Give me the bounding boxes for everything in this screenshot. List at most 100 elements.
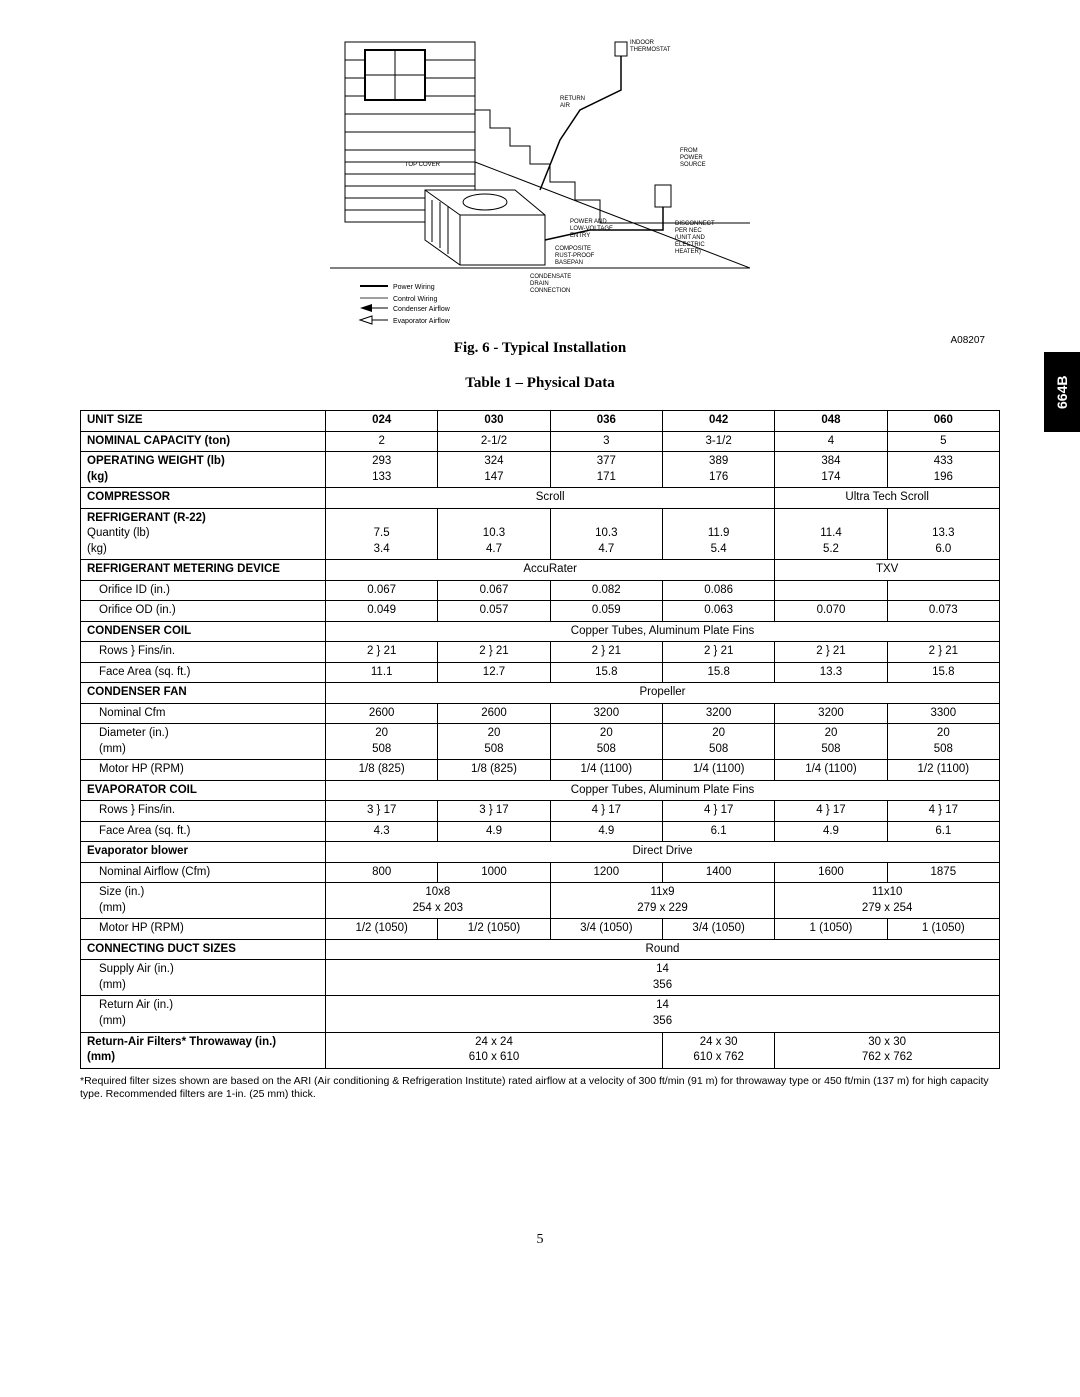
cell: 4 } 17 (662, 801, 774, 822)
cell: 1875 (887, 862, 999, 883)
table-row: UNIT SIZE024030036042048060 (81, 411, 1000, 432)
cell: 11.45.2 (775, 508, 887, 560)
cell: 4.9 (775, 821, 887, 842)
row-label: Return-Air Filters* Throwaway (in.)(mm) (81, 1032, 326, 1068)
cell: 036 (550, 411, 662, 432)
cell: 4.3 (326, 821, 438, 842)
table-row: Supply Air (in.)(mm)14356 (81, 960, 1000, 996)
row-label: Return Air (in.)(mm) (81, 996, 326, 1032)
diagram-svg: INDOOR THERMOSTAT RETURN AIR FROM POWER … (330, 30, 750, 330)
diagram-legend: Power Wiring Control Wiring Condenser Ai… (360, 284, 451, 325)
cell: 2 } 21 (887, 642, 999, 663)
cell: 1/2 (1100) (887, 760, 999, 781)
cell: 24 x 30610 x 762 (662, 1032, 774, 1068)
cell: Direct Drive (326, 842, 1000, 863)
cell: 20508 (775, 724, 887, 760)
row-label: Orifice OD (in.) (81, 601, 326, 622)
cell: 1 (1050) (887, 919, 999, 940)
cell: Propeller (326, 683, 1000, 704)
label-thermostat: INDOOR (630, 40, 655, 46)
table-row: Nominal Cfm260026003200320032003300 (81, 703, 1000, 724)
cell: 14356 (326, 960, 1000, 996)
cell: 389176 (662, 452, 774, 488)
cell: 14356 (326, 996, 1000, 1032)
figure-caption: Fig. 6 - Typical Installation (80, 340, 1000, 357)
table-row: REFRIGERANT METERING DEVICEAccuRaterTXV (81, 560, 1000, 581)
cell: 20508 (438, 724, 550, 760)
cell: 324147 (438, 452, 550, 488)
cell: 2 } 21 (550, 642, 662, 663)
table-row: Motor HP (RPM)1/8 (825)1/8 (825)1/4 (110… (81, 760, 1000, 781)
table-row: Return-Air Filters* Throwaway (in.)(mm) 2… (81, 1032, 1000, 1068)
cell: 2-1/2 (438, 431, 550, 452)
table-row: Diameter (in.)(mm)2050820508205082050820… (81, 724, 1000, 760)
svg-text:Evaporator Airflow: Evaporator Airflow (393, 318, 451, 325)
cell: 0.070 (775, 601, 887, 622)
installation-diagram: INDOOR THERMOSTAT RETURN AIR FROM POWER … (330, 30, 750, 330)
cell: 3 } 17 (438, 801, 550, 822)
svg-text:Condenser Airflow: Condenser Airflow (393, 306, 451, 313)
table-row: Return Air (in.)(mm)14356 (81, 996, 1000, 1032)
cell: 1/4 (1100) (662, 760, 774, 781)
cell: 20508 (326, 724, 438, 760)
cell: 11x9279 x 229 (550, 883, 775, 919)
row-label: Face Area (sq. ft.) (81, 662, 326, 683)
svg-text:ELECTRIC: ELECTRIC (675, 242, 705, 248)
cell: 11.1 (326, 662, 438, 683)
cell: 384174 (775, 452, 887, 488)
cell: 3-1/2 (662, 431, 774, 452)
cell: 2 } 21 (326, 642, 438, 663)
label-basepan: COMPOSITE (555, 246, 591, 252)
svg-text:HEATER): HEATER) (675, 249, 701, 255)
cell: 10x8254 x 203 (326, 883, 551, 919)
cell: 0.086 (662, 580, 774, 601)
row-label: CONNECTING DUCT SIZES (81, 939, 326, 960)
svg-text:BASEPAN: BASEPAN (555, 260, 583, 266)
cell: 3/4 (1050) (662, 919, 774, 940)
svg-text:Power Wiring: Power Wiring (393, 284, 435, 291)
cell: 3300 (887, 703, 999, 724)
page-number: 5 (80, 1232, 1000, 1248)
svg-text:POWER: POWER (680, 155, 703, 161)
cell: Ultra Tech Scroll (775, 488, 1000, 509)
cell: 10.34.7 (550, 508, 662, 560)
table-caption: Table 1 – Physical Data (80, 375, 1000, 392)
cell: 13.36.0 (887, 508, 999, 560)
cell: 1/4 (1100) (775, 760, 887, 781)
cell: 20508 (550, 724, 662, 760)
cell: 2600 (326, 703, 438, 724)
cell: 2 } 21 (662, 642, 774, 663)
cell: 2 } 21 (775, 642, 887, 663)
row-label: Size (in.)(mm) (81, 883, 326, 919)
row-label: Supply Air (in.)(mm) (81, 960, 326, 996)
cell: 2600 (438, 703, 550, 724)
row-label: Evaporator blower (81, 842, 326, 863)
cell: 4 } 17 (550, 801, 662, 822)
row-label: Motor HP (RPM) (81, 919, 326, 940)
cell: 10.34.7 (438, 508, 550, 560)
cell: 030 (438, 411, 550, 432)
cell: 060 (887, 411, 999, 432)
cell: 6.1 (887, 821, 999, 842)
cell: 5 (887, 431, 999, 452)
cell: 1/4 (1100) (550, 760, 662, 781)
label-top-cover: TOP COVER (405, 162, 441, 168)
cell: 377171 (550, 452, 662, 488)
cell: 4.9 (438, 821, 550, 842)
cell: 11.95.4 (662, 508, 774, 560)
row-label: Face Area (sq. ft.) (81, 821, 326, 842)
row-label: Rows } Fins/in. (81, 801, 326, 822)
row-label: Rows } Fins/in. (81, 642, 326, 663)
cell: 3 } 17 (326, 801, 438, 822)
svg-text:SOURCE: SOURCE (680, 162, 706, 168)
cell: 4 } 17 (775, 801, 887, 822)
row-label: CONDENSER FAN (81, 683, 326, 704)
table-row: OPERATING WEIGHT (lb)(kg)293133324147377… (81, 452, 1000, 488)
cell: 0.067 (326, 580, 438, 601)
cell: 293133 (326, 452, 438, 488)
row-label: COMPRESSOR (81, 488, 326, 509)
cell: 0.067 (438, 580, 550, 601)
cell: 0.049 (326, 601, 438, 622)
table-row: Rows } Fins/in.2 } 212 } 212 } 212 } 212… (81, 642, 1000, 663)
cell: 4 } 17 (887, 801, 999, 822)
